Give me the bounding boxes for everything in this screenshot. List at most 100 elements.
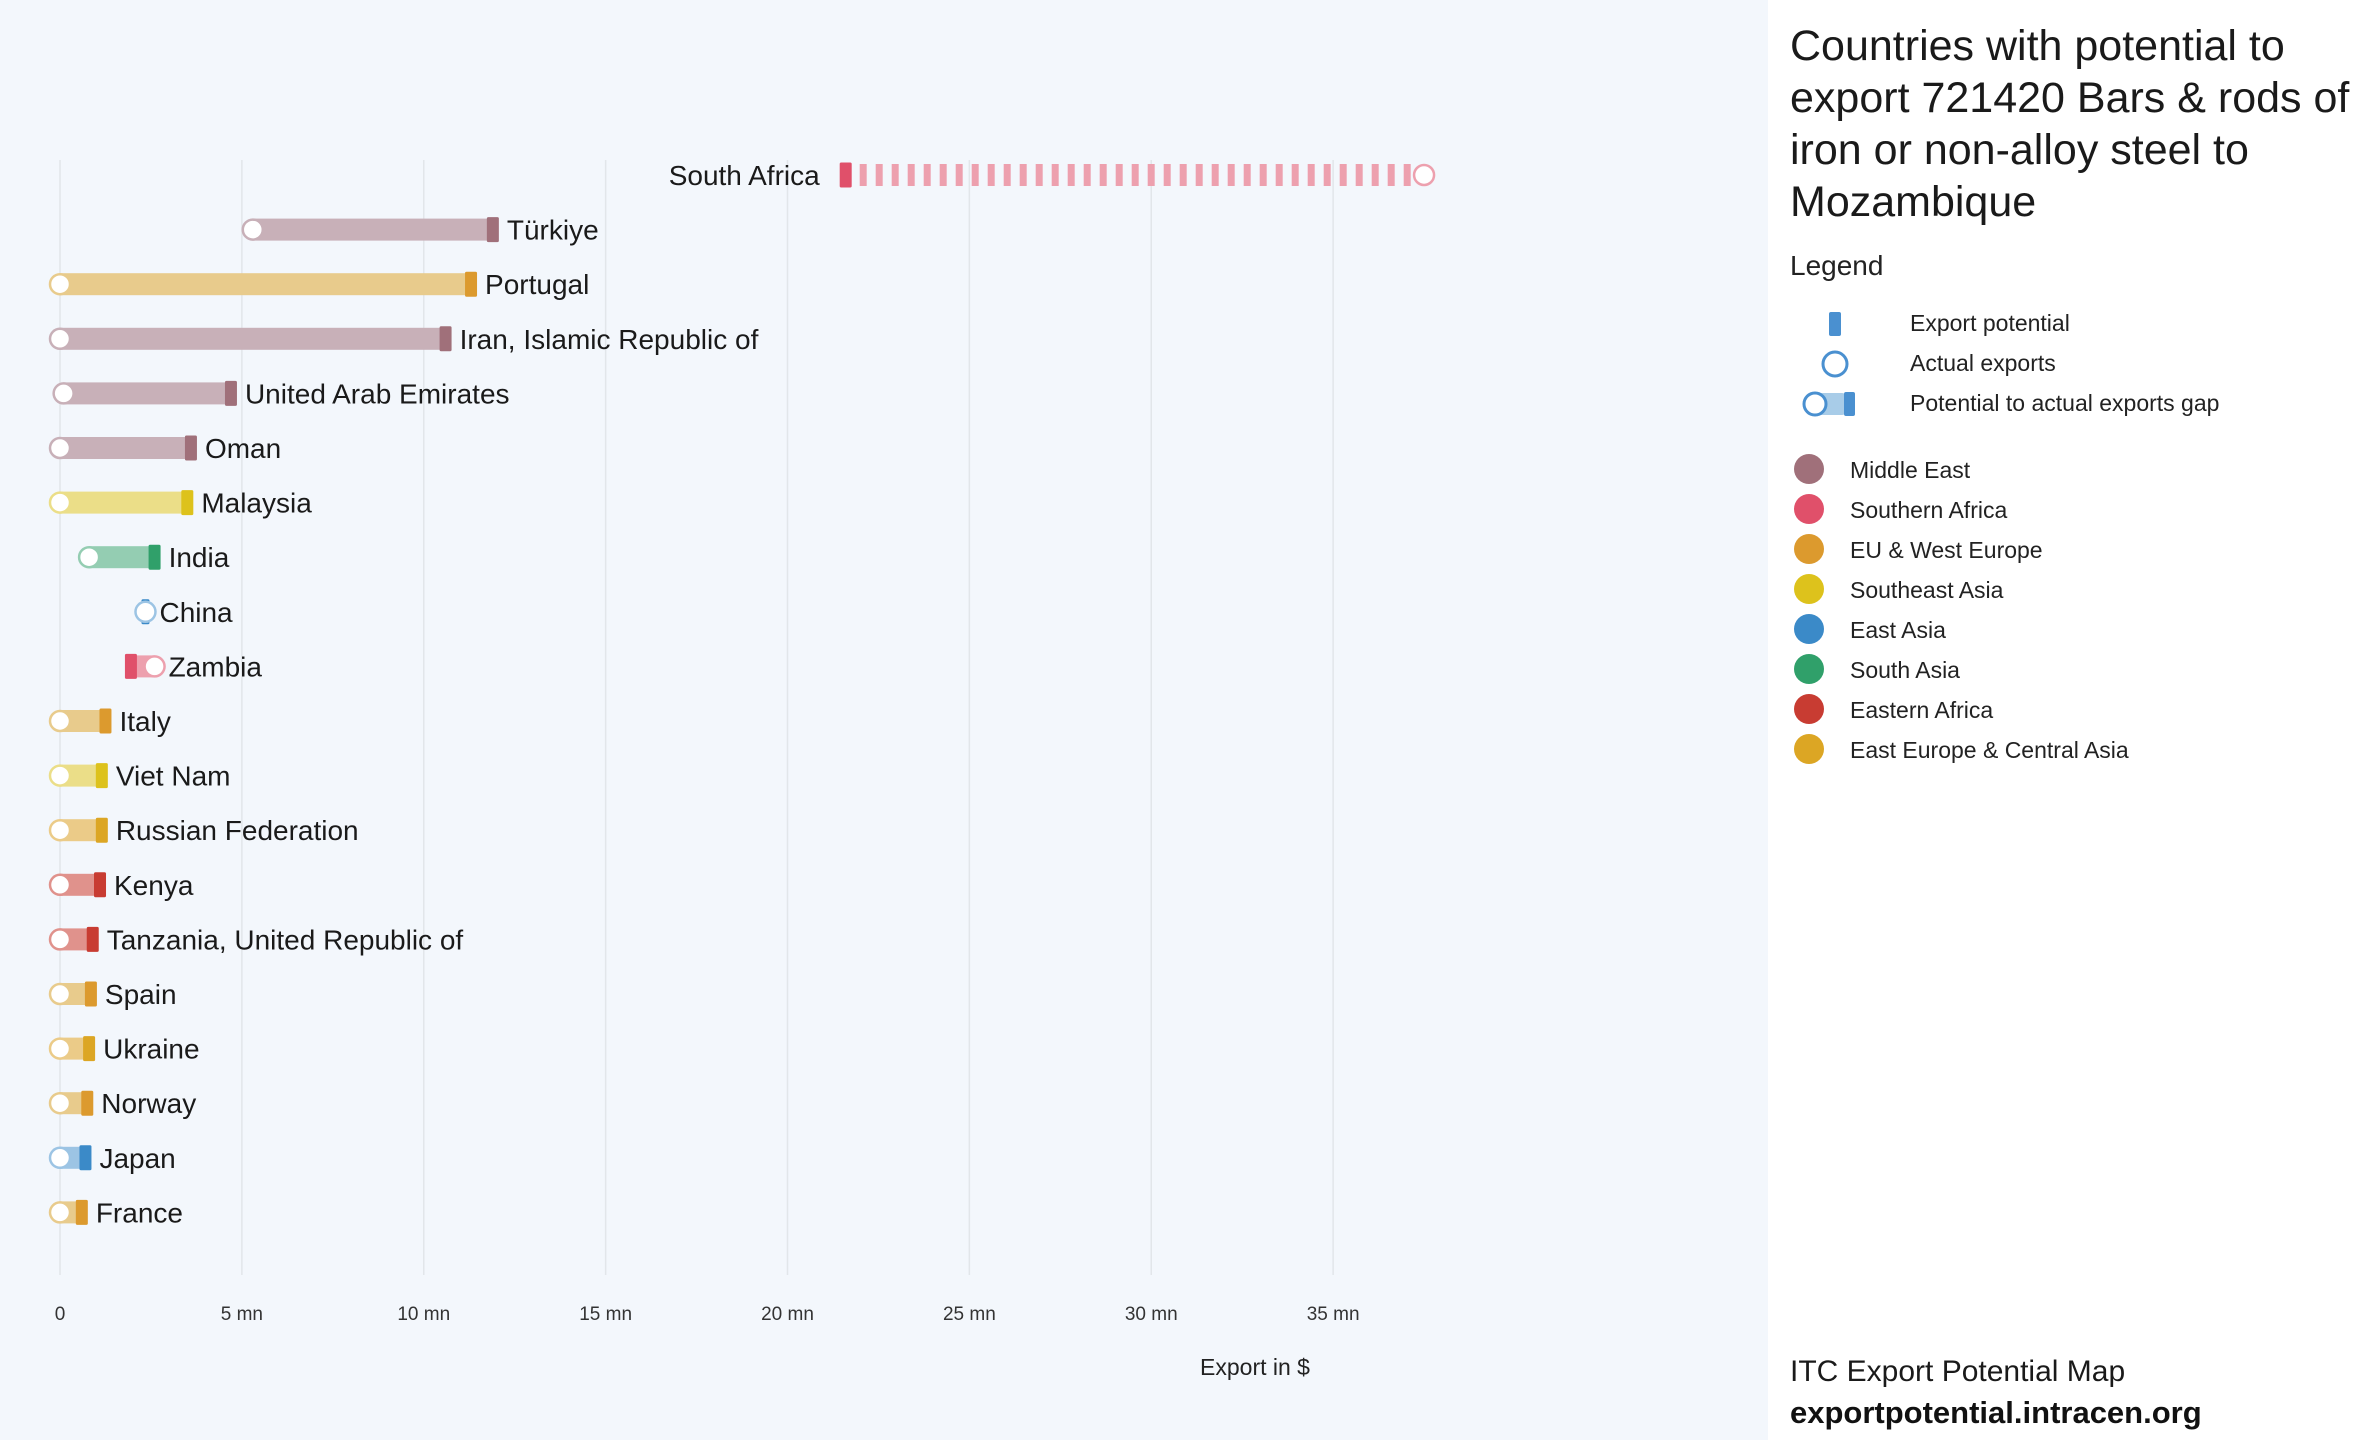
country-label: Oman [205,433,281,464]
x-tick-label: 35 mn [1307,1304,1360,1325]
potential-marker [79,1145,92,1171]
legend-label: Potential to actual exports gap [1910,390,2220,416]
actual-marker [48,436,72,460]
actual-marker [48,272,72,296]
region-color-dot [1794,734,1824,764]
actual-marker [52,382,75,405]
actual-marker [48,327,72,351]
gap-bar [63,382,231,405]
side-panel: Countries with potential to export 72142… [1768,0,2360,1440]
gap-bar [60,819,102,842]
actual-marker [77,545,101,569]
country-label: Viet Nam [116,761,231,792]
gap-bar-segment [1227,164,1235,186]
region-label: East Asia [1850,617,1946,643]
gap-bar-segment [907,164,915,186]
potential-marker [95,817,108,843]
potential-marker [148,544,161,570]
legend-label: Actual exports [1910,350,2056,376]
actual-marker [48,982,72,1006]
gap-bar-segment [1243,164,1251,186]
footer-url: exportpotential.intracen.org [1790,1395,2202,1430]
gap-bar-segment [1083,164,1091,186]
region-color-dot [1794,654,1824,684]
potential-marker [486,217,499,243]
x-tick-label: 0 [55,1304,66,1325]
gap-bar-segment [1179,164,1187,186]
country-label: China [159,597,233,628]
potential-marker [465,271,478,297]
gap-bar-segment [1035,164,1043,186]
country-label: Zambia [169,651,263,682]
country-label: Portugal [485,269,589,300]
potential-marker [94,872,107,898]
country-label: France [96,1197,183,1228]
actual-marker [143,655,166,678]
gap-bar-segment [1067,164,1075,186]
actual-marker [48,709,72,733]
actual-marker [48,764,72,787]
actual-marker [48,491,72,514]
gap-bar-segment [1003,164,1011,186]
country-label: Spain [105,979,177,1010]
gap-bar [60,873,101,896]
gap-bar-segment [1163,164,1171,186]
country-label: Tanzania, United Republic of [107,924,464,955]
x-tick-label: 10 mn [397,1304,450,1325]
gap-bar-segment [955,164,963,186]
gap-icon [1802,391,1855,417]
actual-marker [48,1146,72,1170]
region-label: EU & West Europe [1850,537,2043,563]
region-color-dot [1794,534,1824,564]
gap-bar-segment [1259,164,1267,186]
actual-marker [48,818,72,842]
gap-bar-segment [891,164,899,186]
gap-bar [60,764,102,787]
x-tick-label: 20 mn [761,1304,814,1325]
country-label: Russian Federation [116,815,359,846]
country-label: Türkiye [507,215,599,246]
gap-bar-segment [1403,164,1411,186]
gap-bar-segment [1099,164,1107,186]
gap-bar-segment [1371,164,1379,186]
region-color-dot [1794,574,1824,604]
x-axis-label: Export in $ [1200,1354,1310,1380]
gap-bar-segment [923,164,931,186]
potential-marker [224,380,237,406]
gap-bar-segment [1291,164,1299,186]
gap-bar-segment [987,164,995,186]
region-label: Southern Africa [1850,497,2008,523]
potential-marker [84,981,97,1007]
country-label: Japan [99,1143,175,1174]
x-tick-label: 15 mn [579,1304,632,1325]
potential-marker [181,490,194,516]
potential-marker [86,926,99,952]
country-label: India [169,542,230,573]
gap-bar-segment [1307,164,1315,186]
gap-bar-segment [1323,164,1331,186]
gap-bar [60,327,446,350]
chart-area: 0 5 mn 10 mn 15 mn 20 mn 25 mn 30 mn 35 mn Expor… [0,0,1768,1440]
gap-bar-segment [1131,164,1139,186]
gap-bar [60,273,472,296]
actual-marker [48,1201,72,1224]
country-label: South Africa [669,160,820,191]
actual-marker [48,928,72,951]
actual-marker [48,1091,72,1115]
legend-label: Export potential [1910,310,2070,336]
gap-bar-segment [1195,164,1203,186]
gap-bar-segment [1211,164,1219,186]
chart-title: Countries with potential to export 72142… [1790,22,2350,226]
gap-bar [252,218,493,241]
potential-marker [81,1090,94,1116]
export-potential-chart: 0 5 mn 10 mn 15 mn 20 mn 25 mn 30 mn 35 mn Expor… [48,160,1436,1380]
region-label: East Europe & Central Asia [1850,737,2129,763]
footer-source: ITC Export Potential Map [1790,1355,2126,1388]
region-label: South Asia [1850,657,1960,683]
potential-marker [95,763,108,789]
potential-marker [83,1036,96,1062]
gap-bar-segment [859,164,867,186]
potential-marker [184,435,197,461]
x-tick-label: 25 mn [943,1304,996,1325]
gap-bar-segment [1339,164,1347,186]
